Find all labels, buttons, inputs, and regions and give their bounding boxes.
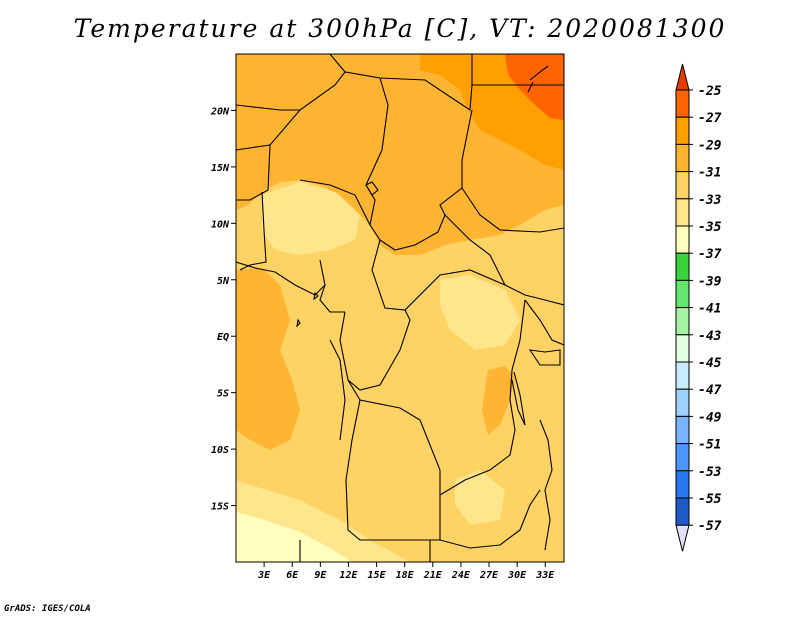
colorbar-label: -35 [698,220,722,235]
footer-credit: GrADS: IGES/COLA [4,604,91,614]
colorbar-label: -31 [698,166,721,181]
lat-tick-label: 20N [210,106,230,117]
colorbar-label: -41 [698,302,721,317]
colorbar-label: -49 [698,410,722,425]
colorbar-bottom-cap [675,524,690,552]
lon-tick-label: 33E [535,570,555,581]
latitude-axis: 20N 15N 10N 5N EQ 5S 10S 15S [210,106,236,513]
colorbar-label: -33 [698,193,722,208]
band-minus37-to-35-south [236,512,352,562]
band-minus35-to-33-west [262,182,360,255]
band-minus31-to-29-east [482,366,515,435]
colorbar-label: -57 [698,519,722,534]
colorbar-segment [675,252,690,281]
lon-tick-label: 12E [339,570,358,581]
colorbar-segment [675,116,690,145]
colorbar-segment [675,334,690,363]
colorbar-label: -43 [698,329,722,344]
colorbar-segment [675,497,690,526]
colorbar-label: -47 [698,383,722,398]
colorbar-segment [675,307,690,336]
colorbar-segment [675,443,690,472]
band-minus27-to-25 [505,54,564,120]
colorbar-segment [675,279,690,309]
colorbar-label: -53 [698,465,722,480]
lon-tick-label: 15E [368,570,387,581]
country-borders [236,54,564,562]
colorbar-label: -39 [698,274,722,289]
lon-tick-label: 24E [451,570,471,581]
colorbar-segment [675,470,690,499]
lon-tick-label: 21E [423,570,443,581]
colorbar-segment [675,89,690,118]
lat-tick-label: EQ [217,332,229,343]
lon-tick-label: 6E [286,570,299,581]
lon-tick-label: 18E [396,570,415,581]
band-minus35-to-33-southeast [455,470,505,525]
colorbar-label: -37 [698,247,722,262]
colorbar-label: -51 [698,438,721,453]
map-frame [235,53,565,563]
colorbar-label: -25 [698,84,722,99]
temperature-shading [236,54,564,562]
colorbar-label: -27 [698,111,722,126]
colorbar-segment [675,361,690,390]
colorbar-segment [675,143,690,173]
colorbar-segment [675,415,690,445]
colorbar-segment [675,171,690,200]
colorbar-segment [675,198,690,227]
colorbar-top-cap [675,63,690,91]
band-minus31-to-29-southwest [236,268,300,450]
lon-tick-label: 27E [479,570,499,581]
colorbar-segment [675,388,690,417]
longitude-axis: 3E 6E 9E 12E 15E 18E 21E 24E 27E 30E 33E [257,562,555,581]
colorbar-label: -29 [698,138,722,153]
lat-tick-label: 15S [211,502,229,513]
chart-title: Temperature at 300hPa [C], VT: 202008130… [73,14,727,43]
colorbar-label: -55 [698,492,722,507]
colorbar-segment [675,225,690,254]
colorbar-label: -45 [698,356,722,371]
band-minus35-to-33-central [440,275,520,350]
lat-tick-label: 10N [211,219,230,230]
lon-tick-label: 3E [257,570,271,581]
lat-tick-label: 5N [217,276,230,287]
lat-tick-label: 15N [211,163,230,174]
lon-tick-label: 9E [314,570,327,581]
lon-tick-label: 30E [507,570,527,581]
lat-tick-label: 5S [217,389,229,400]
colorbar: -25 -27 -29 -31 -33 -35 -37 -39 -41 -43 -45 -47 -49 -… [675,63,722,552]
lat-tick-label: 10S [211,445,229,456]
